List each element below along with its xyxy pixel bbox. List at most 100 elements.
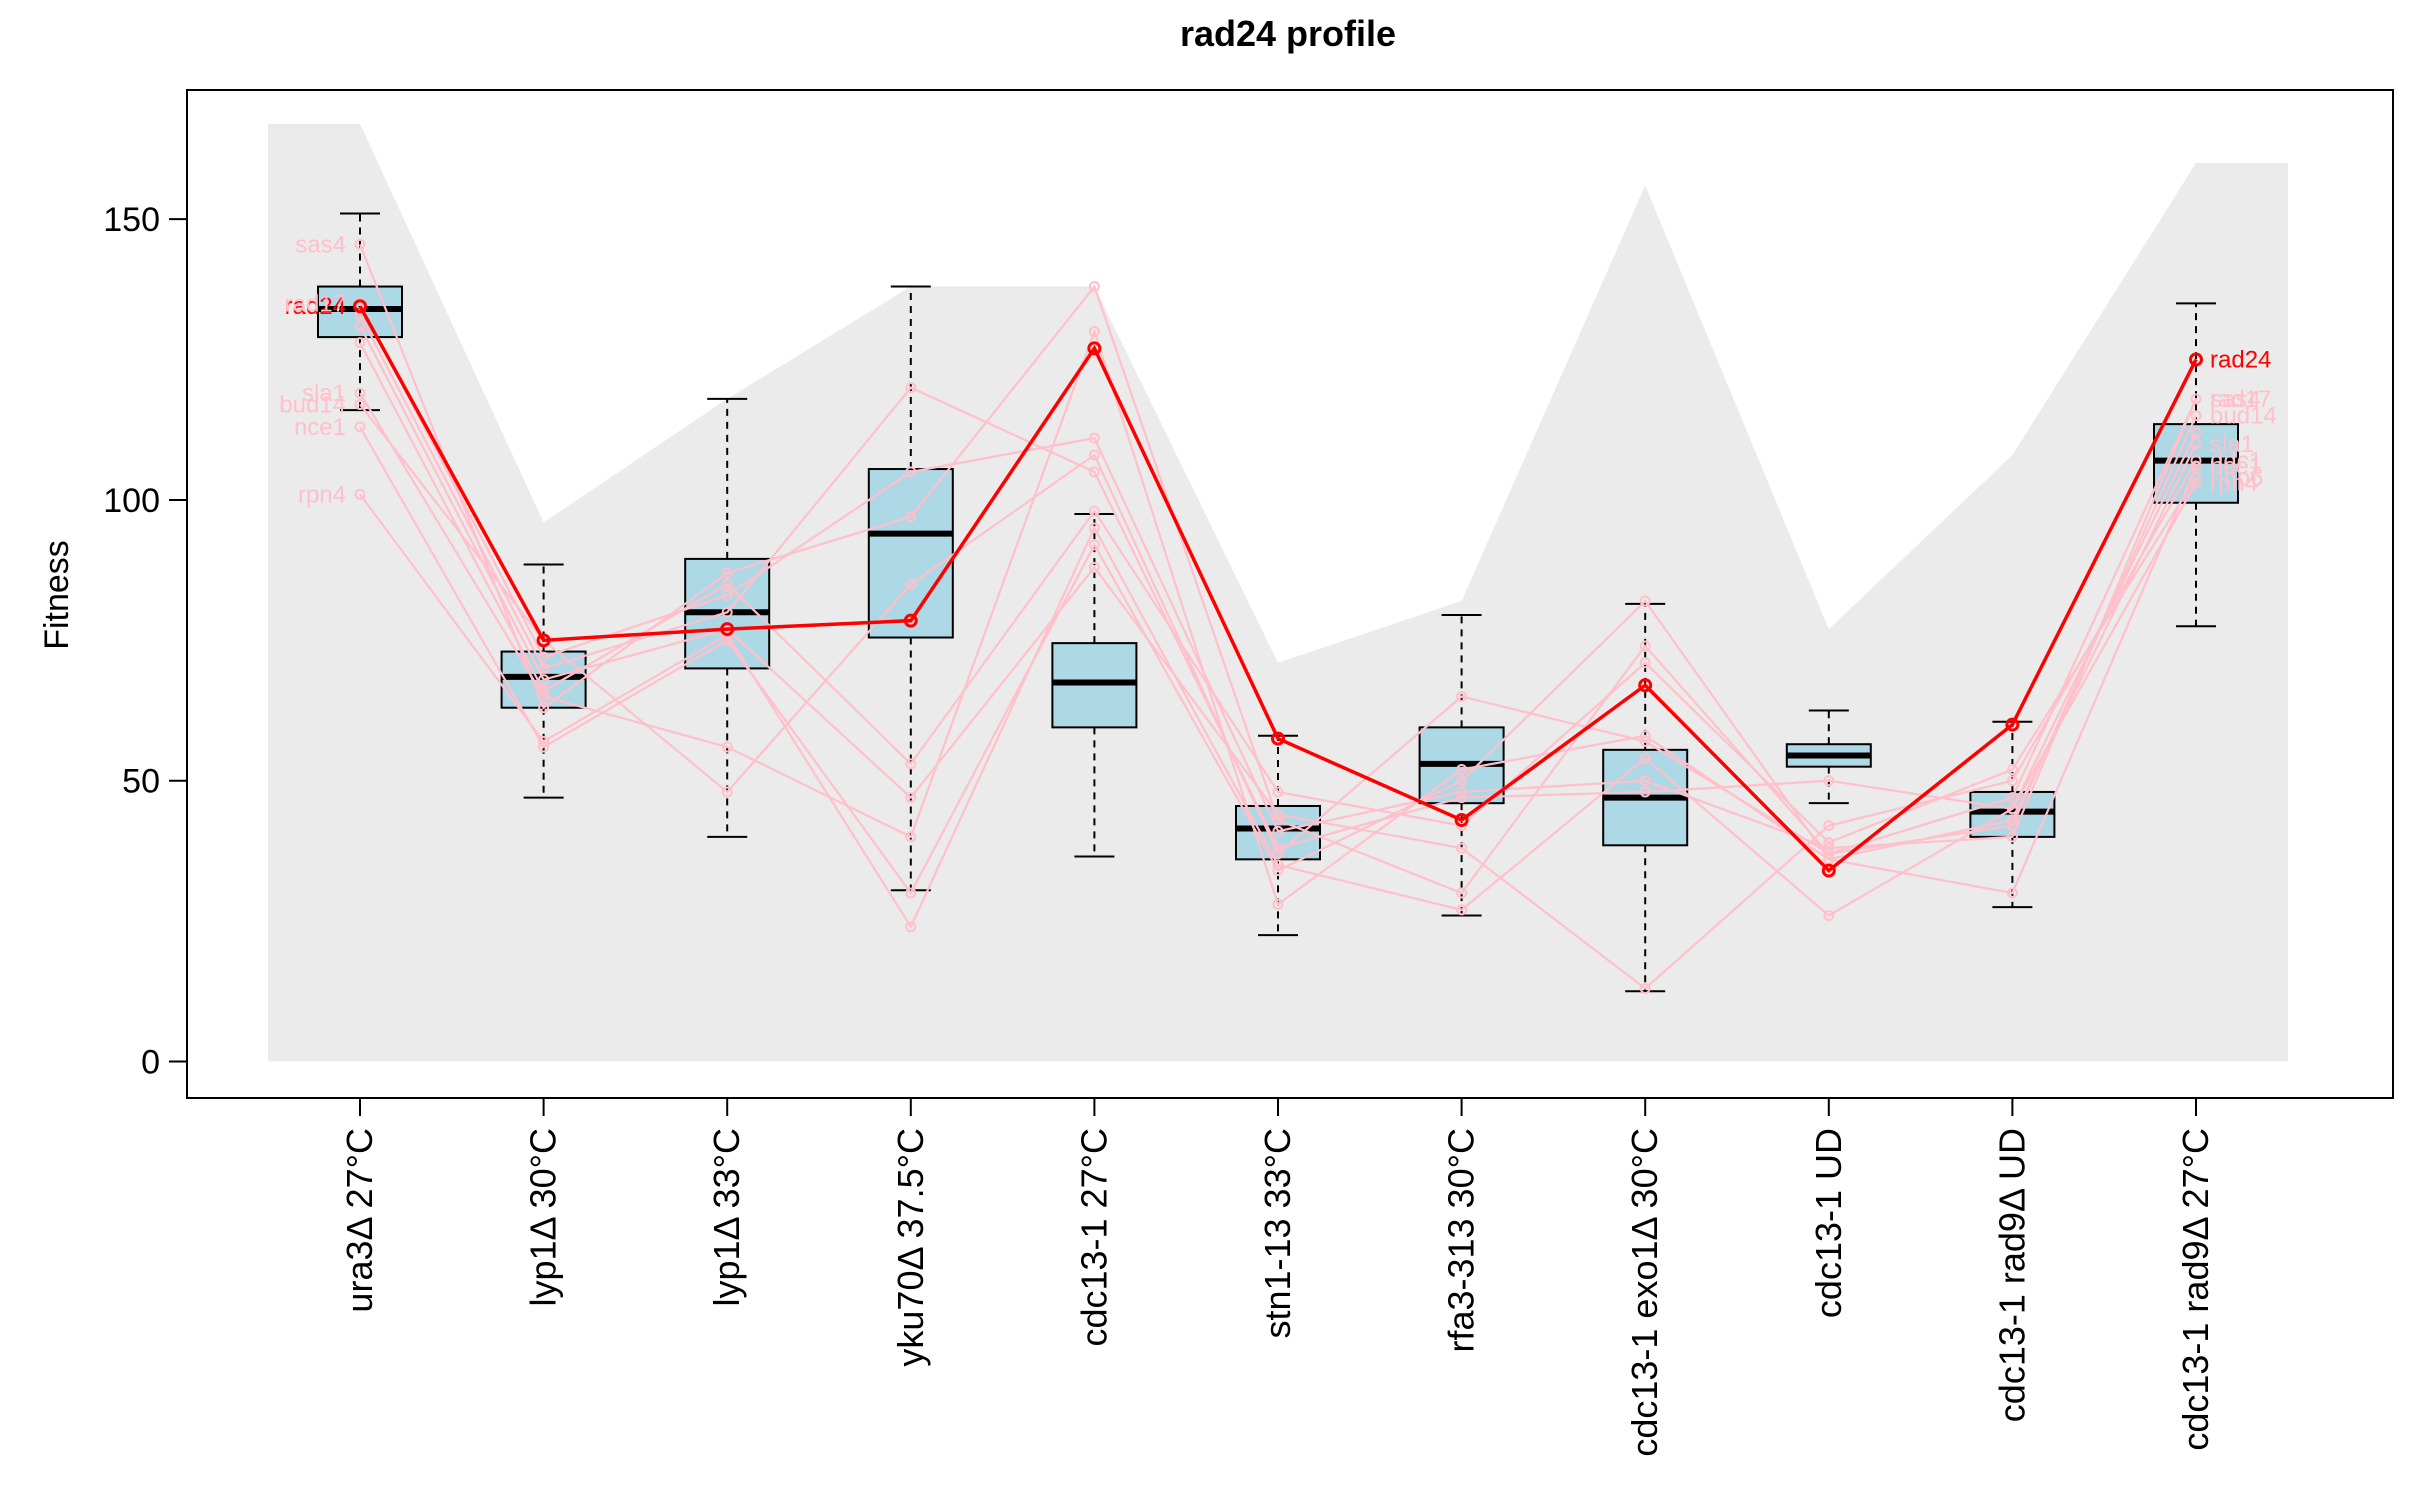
neighbor-point bbox=[1639, 752, 1651, 764]
neighbor-point bbox=[905, 466, 917, 478]
y-tick-label: 0 bbox=[141, 1043, 160, 1081]
neighbor-point bbox=[538, 674, 550, 686]
gene-label-right: bud14 bbox=[2210, 403, 2277, 430]
neighbor-point bbox=[721, 606, 733, 618]
neighbor-point bbox=[538, 651, 550, 663]
highlight-point bbox=[720, 622, 735, 637]
neighbor-point bbox=[1639, 982, 1651, 994]
neighbor-point bbox=[2006, 887, 2018, 899]
envelope-layer bbox=[268, 123, 2288, 1062]
neighbor-point bbox=[1272, 825, 1284, 837]
neighbor-point bbox=[721, 741, 733, 753]
y-axis-label: Fitness bbox=[38, 540, 76, 650]
x-tick-label: yku70Δ 37.5°C bbox=[890, 1128, 931, 1367]
neighbor-point bbox=[721, 567, 733, 579]
neighbor-point bbox=[538, 685, 550, 697]
gene-label-left: sas4 bbox=[295, 231, 346, 258]
neighbor-point bbox=[2006, 820, 2018, 832]
neighbor-point bbox=[1639, 735, 1651, 747]
x-axis: ura3Δ 27°C lyp1Δ 30°C lyp1Δ 33°C yku70Δ 37.… bbox=[339, 1098, 2216, 1457]
gene-label-left: rad24 bbox=[285, 293, 346, 320]
neighbor-point bbox=[2190, 471, 2202, 483]
highlight-polyline bbox=[358, 305, 2198, 873]
neighbor-point bbox=[2190, 410, 2202, 422]
neighbor-point bbox=[1272, 898, 1284, 910]
x-tick-label: cdc13-1 exo1Δ 30°C bbox=[1624, 1128, 1665, 1457]
neighbor-point bbox=[1456, 690, 1468, 702]
highlight-point bbox=[1087, 341, 1102, 356]
neighbor-point bbox=[2006, 775, 2018, 787]
neighbor-line bbox=[359, 342, 2197, 844]
neighbor-point bbox=[1639, 775, 1651, 787]
x-tick-label: lyp1Δ 33°C bbox=[706, 1128, 747, 1307]
neighbor-point bbox=[1272, 848, 1284, 860]
neighbor-point bbox=[354, 387, 366, 399]
neighbor-point bbox=[2006, 763, 2018, 775]
neighbor-point bbox=[721, 786, 733, 798]
gene-label-right: rpn4 bbox=[2210, 470, 2258, 497]
neighbor-series-8 bbox=[354, 320, 2202, 994]
neighbor-point bbox=[354, 488, 366, 500]
x-tick-label: stn1-13 33°C bbox=[1257, 1128, 1298, 1339]
neighbor-line bbox=[359, 403, 2198, 856]
gene-label-right: sas4 bbox=[2210, 386, 2261, 413]
neighbor-point bbox=[1088, 561, 1100, 573]
neighbor-point bbox=[354, 337, 366, 349]
box-4 bbox=[867, 285, 954, 892]
highlight-point bbox=[536, 633, 551, 648]
neighbor-point bbox=[1088, 281, 1100, 293]
highlight-point bbox=[2189, 352, 2203, 367]
x-tick-label: cdc13-1 rad9Δ 27°C bbox=[2175, 1128, 2216, 1451]
neighbor-point bbox=[1088, 449, 1100, 461]
neighbor-point bbox=[1088, 325, 1100, 337]
neighbor-point bbox=[1088, 432, 1100, 444]
box-9 bbox=[1785, 709, 1872, 805]
neighbor-point bbox=[1272, 808, 1284, 820]
neighbor-line bbox=[359, 426, 2198, 896]
neighbor-point bbox=[905, 921, 917, 933]
highlight-point bbox=[1821, 863, 1836, 878]
highlight-point bbox=[2005, 717, 2020, 732]
neighbor-lines bbox=[354, 238, 2202, 994]
box-8 bbox=[1602, 602, 1689, 993]
gene-label-right: rad17 bbox=[2210, 386, 2271, 413]
neighbor-point bbox=[2006, 831, 2018, 843]
neighbor-line bbox=[359, 328, 2197, 907]
neighbor-point bbox=[1639, 640, 1651, 652]
highlight-line bbox=[353, 299, 2203, 878]
plot-frame bbox=[186, 89, 2394, 1099]
gene-label-left: bud14 bbox=[279, 391, 346, 418]
highlight-point bbox=[1638, 678, 1653, 693]
gene-label-right: sla1 bbox=[2210, 431, 2254, 458]
x-tick-label: cdc13-1 UD bbox=[1808, 1128, 1849, 1318]
neighbor-point bbox=[905, 831, 917, 843]
neighbor-point bbox=[1272, 786, 1284, 798]
gene-label-right: rad24 bbox=[2210, 347, 2271, 374]
neighbor-point bbox=[721, 578, 733, 590]
neighbor-point bbox=[905, 792, 917, 804]
gene-label-right: nce1 bbox=[2210, 453, 2262, 480]
highlight-point bbox=[903, 613, 918, 628]
neighbor-point bbox=[1088, 522, 1100, 534]
neighbor-point bbox=[905, 887, 917, 899]
neighbor-point bbox=[1456, 775, 1468, 787]
chart-title: rad24 profile bbox=[1180, 13, 1396, 54]
neighbor-point bbox=[2190, 438, 2202, 450]
neighbor-point bbox=[2190, 427, 2202, 439]
x-tick-label: cdc13-1 rad9Δ UD bbox=[1991, 1128, 2032, 1422]
x-tick-label: cdc13-1 27°C bbox=[1073, 1128, 1114, 1347]
neighbor-point bbox=[1456, 792, 1468, 804]
neighbor-point bbox=[1272, 859, 1284, 871]
neighbor-point bbox=[721, 589, 733, 601]
x-tick-label: ura3Δ 27°C bbox=[339, 1128, 380, 1313]
neighbor-point bbox=[1456, 786, 1468, 798]
neighbor-point bbox=[354, 421, 366, 433]
neighbor-point bbox=[1823, 820, 1835, 832]
gene-labels: sas4rad24rad17sla1bud14nce1rpn4rad24ddc1… bbox=[279, 231, 2277, 508]
iqr-box bbox=[867, 468, 954, 639]
highlight-point bbox=[1271, 731, 1285, 746]
gene-label-left: sla1 bbox=[302, 380, 346, 407]
y-tick-label: 50 bbox=[122, 763, 160, 801]
